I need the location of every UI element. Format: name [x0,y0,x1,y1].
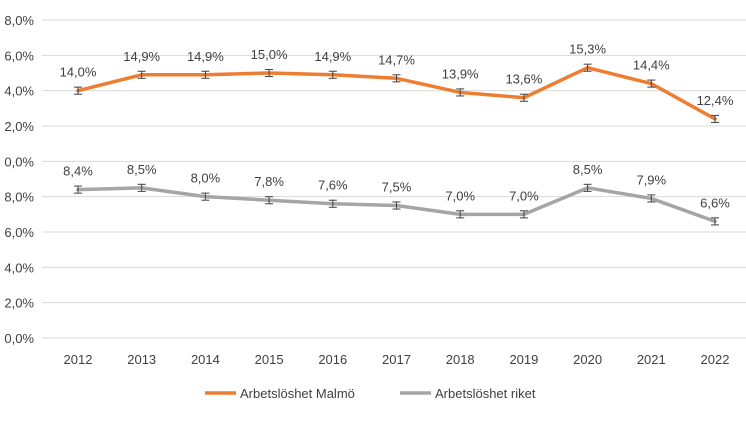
y-tick-label: 2,0% [4,119,34,134]
data-label: 14,9% [123,49,160,64]
y-tick-label: 6,0% [4,225,34,240]
data-label: 7,6% [318,178,348,193]
x-tick-label: 2018 [446,352,475,367]
y-tick-label: 2,0% [4,296,34,311]
data-label: 14,4% [633,58,670,73]
data-labels: 14,0% 14,9% 14,9% 15,0% 14,9% 14,7% 13,9% 13,6%… [60,42,734,211]
y-tick-label: 4,0% [4,84,34,99]
x-tick-label: 2022 [701,352,730,367]
data-label: 14,9% [187,49,224,64]
legend-label: Arbetslöshet Malmö [240,386,355,401]
y-tick-label: 6,0% [4,48,34,63]
legend-label: Arbetslöshet riket [435,386,536,401]
x-tick-label: 2014 [191,352,220,367]
x-tick-label: 2020 [573,352,602,367]
data-label: 8,5% [573,162,603,177]
x-axis-ticks: 2012 2013 2014 2015 2016 2017 2018 2019 2020 2021… [64,352,730,367]
data-label: 8,4% [63,164,93,179]
y-tick-label: 0,0% [4,154,34,169]
y-tick-label: 0,0% [4,331,34,346]
data-label: 12,4% [697,93,734,108]
y-tick-label: 8,0% [4,13,34,28]
x-tick-label: 2017 [382,352,411,367]
data-label: 7,5% [382,180,412,195]
x-tick-label: 2021 [637,352,666,367]
x-tick-label: 2015 [255,352,284,367]
data-label: 14,7% [378,52,415,67]
data-label: 7,0% [445,188,475,203]
x-tick-label: 2019 [509,352,538,367]
data-label: 7,0% [509,188,539,203]
gridlines [42,19,746,339]
x-tick-label: 2013 [127,352,156,367]
series-group [74,63,719,226]
y-tick-label: 8,0% [4,190,34,205]
data-label: 13,6% [505,72,542,87]
x-tick-label: 2016 [318,352,347,367]
data-label: 15,3% [569,42,606,57]
data-label: 7,9% [636,172,666,187]
data-label: 8,5% [127,162,157,177]
legend: Arbetslöshet Malmö Arbetslöshet riket [205,386,536,401]
data-label: 14,0% [60,65,97,80]
data-label: 15,0% [251,47,288,62]
x-tick-label: 2012 [64,352,93,367]
data-label: 8,0% [191,171,221,186]
y-tick-label: 4,0% [4,260,34,275]
y-axis-ticks: 0,0% 2,0% 4,0% 6,0% 8,0% 0,0% 2,0% 4,0% 6,0% 8,0% [4,13,34,346]
data-label: 14,9% [314,49,351,64]
data-label: 13,9% [442,66,479,81]
data-label: 7,8% [254,174,284,189]
data-label: 6,6% [700,195,730,210]
